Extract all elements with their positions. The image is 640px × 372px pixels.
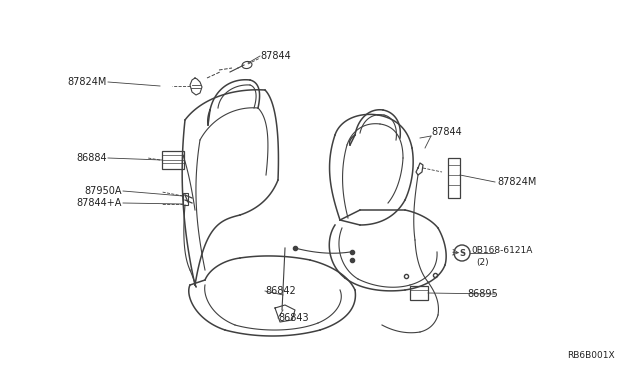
- Text: 86895: 86895: [467, 289, 498, 299]
- Text: 87824M: 87824M: [497, 177, 536, 187]
- Text: 87844: 87844: [260, 51, 291, 61]
- Text: 86842: 86842: [265, 286, 296, 296]
- Bar: [410, 286, 428, 300]
- Text: 0B168-6121A: 0B168-6121A: [471, 246, 532, 254]
- Bar: [183, 193, 188, 205]
- Bar: [448, 158, 460, 198]
- Text: 87824M: 87824M: [68, 77, 107, 87]
- Text: 86884: 86884: [76, 153, 107, 163]
- Text: 87844: 87844: [431, 127, 461, 137]
- Text: 87950A: 87950A: [84, 186, 122, 196]
- Text: RB6B001X: RB6B001X: [568, 350, 615, 359]
- Text: (2): (2): [476, 257, 488, 266]
- Text: 87844+A: 87844+A: [77, 198, 122, 208]
- Text: S: S: [459, 248, 465, 257]
- Text: 86843: 86843: [278, 313, 308, 323]
- Bar: [162, 151, 184, 169]
